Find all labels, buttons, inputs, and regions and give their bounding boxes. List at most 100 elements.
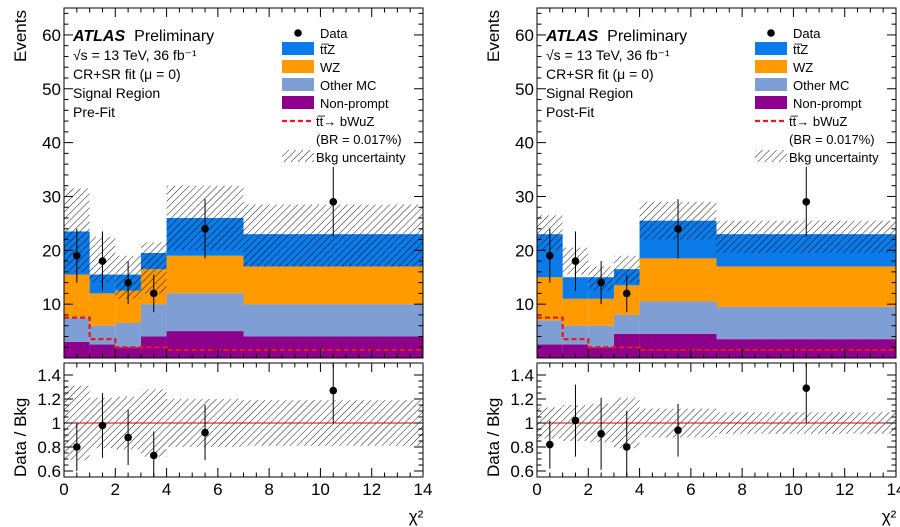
bar-wz-bin4 — [639, 258, 717, 302]
data-point-0 — [546, 251, 554, 260]
legend-signal-label: tt̅→ bWuZ — [316, 114, 374, 129]
ratio-point-0 — [546, 440, 554, 449]
legend-wz-swatch — [755, 60, 787, 73]
legend-bkg-unc-swatch — [755, 150, 787, 162]
preliminary-word: Preliminary — [134, 28, 214, 45]
x-tick-label: 10 — [311, 480, 330, 499]
y-tick-label: 40 — [515, 134, 534, 153]
ratio-point-5 — [802, 384, 811, 393]
data-point-4 — [674, 224, 682, 233]
data-point-4 — [201, 224, 209, 233]
legend-ttz-label: tt̅Z — [320, 42, 335, 57]
bar-other_mc-bin4 — [166, 293, 244, 332]
legend-ttz-swatch — [755, 42, 787, 55]
bar-nonprompt-bin2 — [115, 347, 141, 358]
y-tick-label: 50 — [515, 80, 534, 99]
legend-other_mc-label: Other MC — [793, 78, 849, 93]
x-tick-label: 14 — [887, 480, 900, 499]
bar-nonprompt-bin1 — [89, 344, 116, 358]
data-point-3 — [149, 289, 158, 298]
x-tick-label: 2 — [584, 480, 593, 499]
legend-other_mc-swatch — [755, 78, 787, 91]
series-wz — [537, 258, 896, 326]
bar-other_mc-bin2 — [588, 325, 614, 348]
ratio-y-tick-label: 1.2 — [37, 390, 61, 409]
legend-bkg-unc-label: Bkg uncertainty — [316, 150, 406, 165]
data-point-1 — [571, 257, 580, 265]
legend-data-label: Data — [793, 26, 821, 41]
legend-ttz-label: tt̅Z — [793, 42, 808, 57]
bar-nonprompt-bin2 — [588, 347, 614, 358]
atlas-label: ATLAS Preliminary — [545, 28, 687, 45]
bar-nonprompt-bin0 — [64, 341, 90, 358]
y-tick-label: 50 — [42, 80, 61, 99]
bar-nonprompt-bin5 — [243, 336, 423, 358]
ratio-point-1 — [98, 421, 107, 430]
region-label: Signal Region — [546, 85, 633, 101]
legend-signal-br: (BR = 0.017%) — [316, 132, 402, 147]
ratio-y-tick-label: 1 — [525, 414, 534, 433]
data-point-0 — [73, 251, 81, 260]
legend-nonprompt-swatch — [282, 96, 314, 109]
bar-other_mc-bin2 — [115, 323, 141, 348]
bar-other_mc-bin5 — [243, 304, 423, 337]
x-tick-label: 0 — [59, 480, 68, 499]
x-tick-label: 6 — [213, 480, 222, 499]
data-point-5 — [802, 198, 811, 206]
y-tick-label: 10 — [42, 295, 61, 314]
data-point-5 — [329, 198, 338, 206]
ratio-point-1 — [571, 416, 580, 425]
bar-nonprompt-bin3 — [140, 336, 167, 358]
legend-data-marker — [767, 29, 775, 37]
ratio-y-axis-label: Data / Bkg — [484, 398, 503, 477]
fit-label: CR+SR fit (μ = 0) — [73, 66, 181, 82]
legend-signal-br: (BR = 0.017%) — [789, 132, 875, 147]
data-point-2 — [124, 278, 132, 287]
bar-nonprompt-bin0 — [537, 344, 563, 358]
x-tick-label: 12 — [362, 480, 381, 499]
legend-bkg-unc-swatch — [282, 150, 314, 162]
y-tick-label: 40 — [42, 134, 61, 153]
x-tick-label: 6 — [686, 480, 695, 499]
bar-other_mc-bin1 — [562, 325, 589, 345]
bar-wz-bin1 — [89, 293, 116, 326]
y-tick-label: 30 — [515, 187, 534, 206]
ratio-y-tick-label: 1.4 — [510, 366, 534, 385]
y-tick-label: 20 — [42, 241, 61, 260]
y-tick-label: 10 — [515, 295, 534, 314]
series-other_mc — [64, 293, 423, 348]
legend-wz-label: WZ — [793, 60, 813, 75]
x-tick-label: 4 — [162, 480, 171, 499]
signal-line — [537, 316, 896, 352]
y-tick-label: 60 — [42, 26, 61, 45]
x-tick-label: 8 — [737, 480, 746, 499]
legend-data-marker — [294, 29, 302, 37]
bar-other_mc-bin0 — [64, 317, 90, 342]
data-point-1 — [98, 257, 107, 265]
stage-label: Pre-Fit — [73, 104, 115, 120]
y-tick-label: 30 — [42, 187, 61, 206]
ratio-point-3 — [149, 451, 158, 460]
legend-nonprompt-label: Non-prompt — [320, 96, 389, 111]
bar-wz-bin4 — [166, 255, 244, 294]
legend-nonprompt-swatch — [755, 96, 787, 109]
bar-other_mc-bin0 — [537, 320, 563, 345]
ratio-pad: 0.6 0.8 1 1.2 1.4 0 2 4 6 8 10 12 14 Data / Bkg χ² — [11, 362, 432, 526]
bar-wz-bin0 — [537, 277, 563, 321]
bar-wz-bin5 — [716, 266, 896, 307]
x-axis-label: χ² — [882, 507, 897, 526]
ratio-point-3 — [622, 443, 631, 451]
signal-line — [64, 316, 423, 352]
bar-other_mc-bin5 — [716, 306, 896, 340]
y-tick-label: 60 — [515, 26, 534, 45]
atlas-word: ATLAS — [72, 28, 125, 45]
legend-signal-label: tt̅→ bWuZ — [789, 114, 847, 129]
bar-nonprompt-bin5 — [716, 339, 896, 358]
ratio-point-4 — [201, 428, 209, 437]
x-tick-label: 12 — [835, 480, 854, 499]
region-label: Signal Region — [73, 85, 160, 101]
ratio-y-tick-label: 0.8 — [37, 438, 61, 457]
